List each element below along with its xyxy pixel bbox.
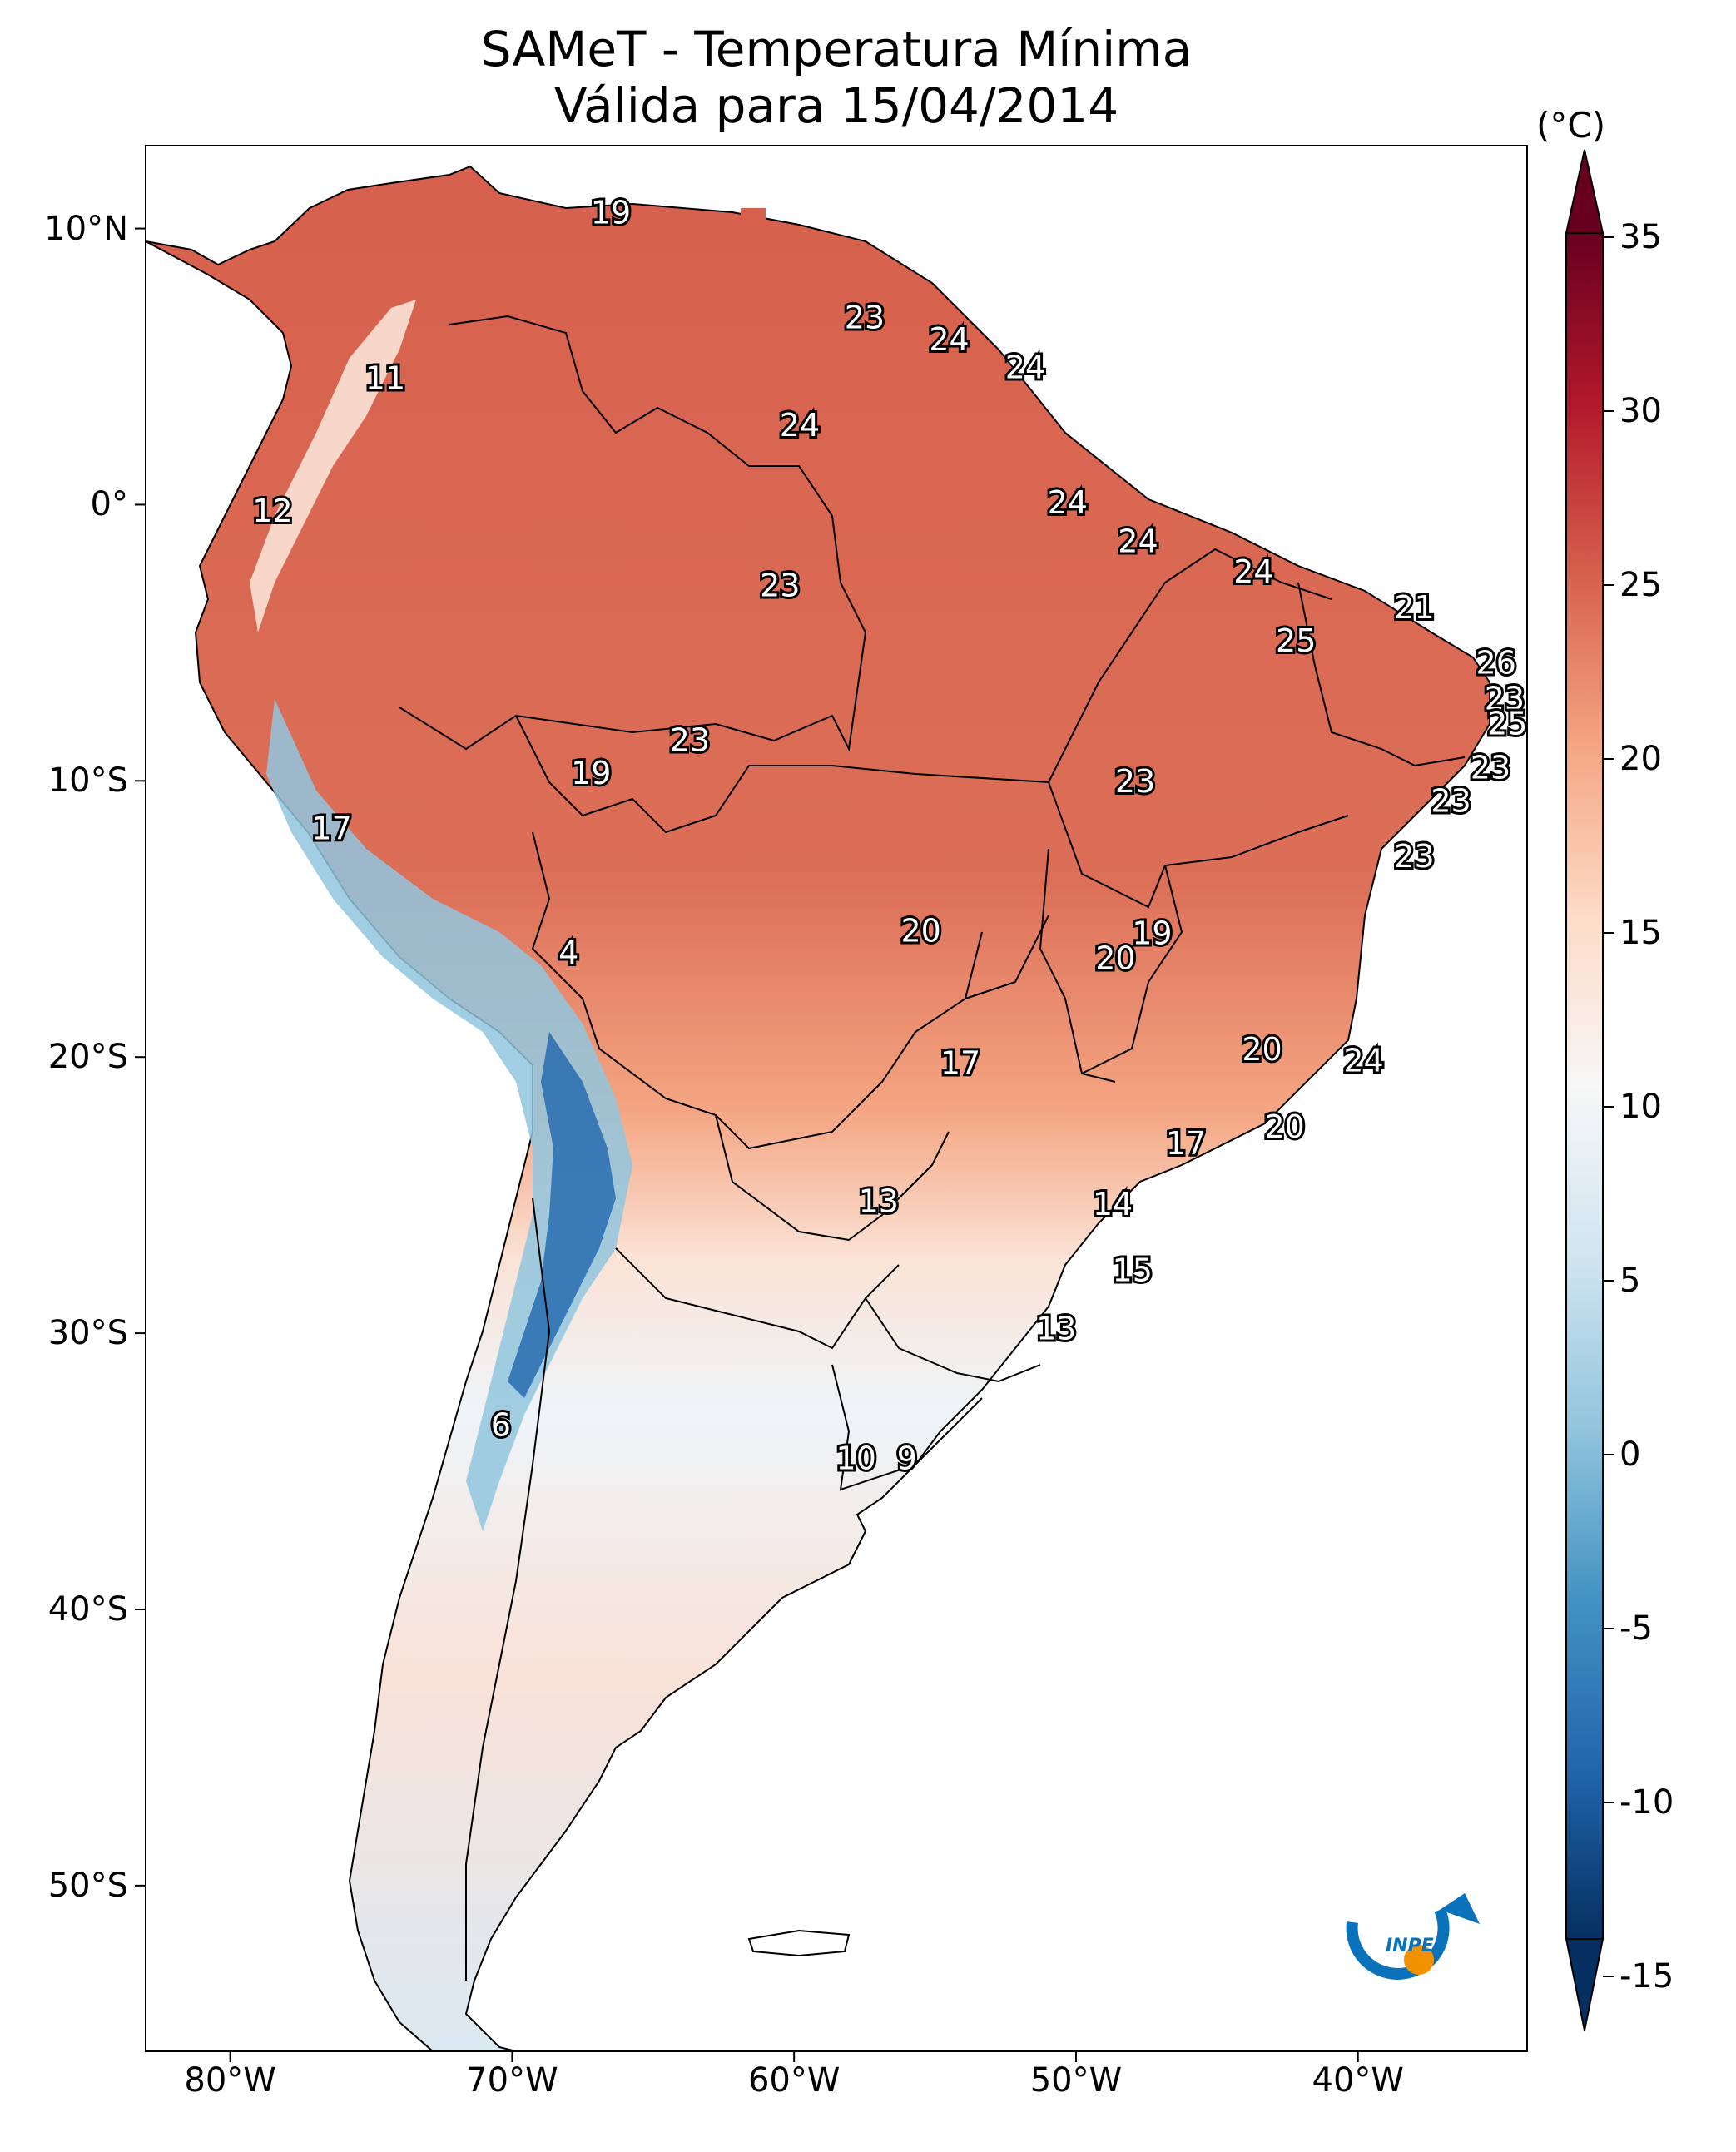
temperature-label: 25 (1487, 705, 1527, 741)
colorbar-top-extension (1565, 149, 1605, 234)
colorbar-tick-label: 5 (1619, 1262, 1641, 1300)
temperature-label: 9 (897, 1440, 917, 1476)
lat-tick-label: 20°S (47, 1038, 128, 1077)
colorbar-tick-label: 30 (1619, 392, 1662, 430)
map-subtitle: Válida para 15/04/2014 (553, 77, 1119, 134)
inpe-logo: INPE (1346, 1893, 1480, 1980)
trinidad (741, 208, 766, 226)
colorbar-unit: (°C) (1536, 105, 1606, 146)
map-title: SAMeT - Temperatura Mínima (480, 21, 1193, 77)
lon-tick-label: 60°W (747, 2061, 841, 2100)
temperature-label: 23 (1394, 838, 1434, 875)
temperature-label: 24 (1005, 349, 1045, 385)
lat-tick-label: 30°S (47, 1314, 128, 1353)
temperature-label: 23 (845, 300, 885, 336)
colorbar (1565, 149, 1614, 2031)
colorbar-tick-label: 35 (1619, 218, 1662, 256)
temperature-label: 11 (365, 360, 405, 397)
temperature-label: 24 (780, 407, 820, 444)
temperature-label: 23 (1115, 763, 1155, 800)
lon-tick-label: 80°W (184, 2061, 276, 2100)
colorbar-tick-label: 15 (1619, 914, 1662, 952)
map-area: INPE (146, 165, 1490, 2051)
temperature-label: 15 (1113, 1252, 1153, 1289)
temperature-label: 6 (491, 1406, 511, 1443)
colorbar-tick-label: 0 (1619, 1435, 1641, 1474)
temperature-label: 17 (311, 811, 351, 847)
contour-labels: 1911122324242423242424212526232523232319… (250, 191, 1530, 1479)
temperature-label: 12 (252, 493, 292, 529)
temperature-label: 24 (1233, 553, 1273, 590)
temperature-label: 21 (1394, 589, 1434, 626)
temperature-label: 13 (859, 1183, 899, 1220)
map-frame (145, 145, 1528, 2052)
temperature-label: 20 (1095, 940, 1135, 977)
lat-tick-label: 10°S (47, 761, 128, 801)
colombia-andes-cool (250, 300, 416, 632)
lon-tick-label: 50°W (1029, 2061, 1123, 2100)
temperature-label: 24 (1118, 523, 1158, 559)
lon-tick-label: 70°W (466, 2061, 558, 2100)
colorbar-bottom-extension (1565, 1938, 1605, 2031)
temperature-label: 13 (1036, 1310, 1076, 1346)
colorbar-tick-label: -15 (1619, 1957, 1674, 1996)
temperature-label: 23 (670, 721, 710, 758)
temperature-label: 24 (1343, 1042, 1383, 1078)
colorbar-tick-label: -10 (1619, 1783, 1674, 1822)
country-borders (399, 315, 1466, 1981)
temperature-label: 24 (929, 321, 969, 358)
colorbar-tick-label: 10 (1619, 1088, 1662, 1126)
temperature-label: 23 (1471, 750, 1510, 786)
temperature-label: 17 (1166, 1125, 1206, 1162)
temperature-label: 24 (1048, 484, 1088, 521)
colorbar-tick-label: -5 (1619, 1609, 1653, 1648)
colorbar-tick-label: 20 (1619, 740, 1662, 778)
temperature-label: 19 (571, 755, 611, 791)
temperature-label: 23 (1431, 782, 1471, 819)
temperature-label: 23 (760, 568, 800, 604)
lat-tick-label: 10°N (44, 209, 128, 248)
temperature-label: 26 (1476, 644, 1516, 681)
lat-tick-label: 0° (90, 485, 128, 524)
temperature-label: 4 (558, 935, 578, 971)
lat-tick-label: 40°S (47, 1589, 128, 1629)
temperature-label: 19 (1132, 915, 1172, 952)
altiplano-cold-core (508, 1032, 616, 1398)
colorbar-gradient (1566, 233, 1603, 1939)
falkland-islands (747, 1929, 851, 1957)
temperature-label: 14 (1093, 1186, 1133, 1222)
temperature-label: 20 (1242, 1031, 1282, 1068)
svg-text:INPE: INPE (1386, 1936, 1434, 1956)
colorbar-tick-label: 25 (1619, 566, 1662, 604)
temperature-label: 10 (836, 1440, 876, 1476)
temperature-label: 25 (1276, 622, 1316, 659)
temperature-label: 17 (940, 1045, 980, 1082)
temperature-label: 20 (900, 912, 940, 949)
lat-tick-label: 50°S (47, 1866, 128, 1905)
temperature-label: 19 (591, 194, 631, 231)
temperature-label: 20 (1264, 1108, 1304, 1145)
temperature-label: 23 (1485, 681, 1525, 717)
lon-tick-label: 40°W (1312, 2061, 1404, 2100)
